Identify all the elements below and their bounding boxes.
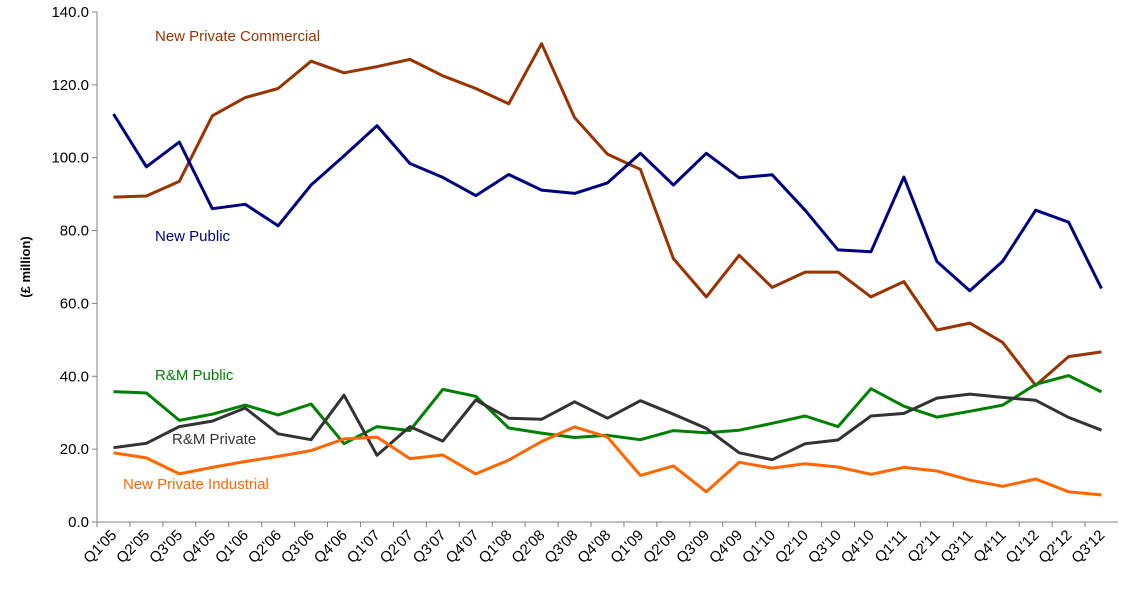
x-tick-label: Q3'10: [805, 527, 845, 567]
series-line: [113, 392, 1103, 462]
y-tick-label: 120.0: [51, 77, 89, 94]
series-line: [113, 374, 1103, 446]
x-tick-label: Q1'10: [739, 527, 779, 567]
x-tick-label: Q4'07: [443, 527, 483, 567]
y-tick-label: 20.0: [60, 441, 89, 458]
series-line: [112, 113, 1103, 293]
x-tick-label: Q3'11: [937, 527, 976, 566]
x-tick-label: Q4'11: [970, 527, 1009, 566]
x-tick-label: Q4'08: [574, 527, 614, 567]
y-tick-label: 40.0: [60, 368, 89, 385]
y-tick-label: 100.0: [51, 150, 89, 167]
x-tick-label: Q1'05: [80, 527, 120, 567]
y-tick-label: 80.0: [60, 223, 89, 240]
x-tick-label: Q2'09: [640, 527, 680, 567]
x-tick-label: Q1'07: [344, 527, 384, 567]
x-tick-label: Q3'06: [278, 527, 318, 567]
x-tick-label: Q1'06: [212, 527, 252, 567]
x-tick-label: Q2'10: [772, 527, 812, 567]
x-tick-label: Q2'06: [245, 527, 285, 567]
x-tick-label: Q3'08: [541, 527, 581, 567]
y-tick-label: 60.0: [60, 295, 89, 312]
x-tick-label: Q3'09: [673, 527, 713, 567]
x-tick-label: Q1'12: [1002, 527, 1042, 567]
series-label: R&M Private: [172, 431, 256, 448]
x-tick-label: Q2'12: [1035, 527, 1075, 567]
x-tick-label: Q3'07: [410, 527, 450, 567]
x-tick-label: Q4'09: [706, 527, 746, 567]
x-tick-label: Q2'07: [377, 527, 417, 567]
series-label: New Public: [155, 228, 231, 245]
x-tick-label: Q3'12: [1068, 527, 1108, 567]
series-line: [113, 425, 1102, 497]
y-tick-label: 0.0: [68, 514, 89, 531]
series-label: New Private Industrial: [123, 476, 269, 493]
x-tick-label: Q1'11: [872, 527, 911, 566]
x-tick-label: Q1'08: [476, 527, 516, 567]
x-tick-label: Q1'09: [607, 527, 647, 567]
x-tick-label: Q4'06: [311, 527, 351, 567]
x-tick-label: Q4'10: [838, 527, 878, 567]
y-tick-label: 140.0: [51, 4, 89, 21]
series-label: R&M Public: [155, 367, 234, 384]
x-tick-label: Q2'11: [904, 527, 943, 566]
x-tick-label: Q2'05: [113, 527, 153, 567]
series-label: New Private Commercial: [155, 28, 320, 45]
x-tick-label: Q4'05: [179, 527, 219, 567]
x-tick-label: Q2'08: [508, 527, 548, 567]
x-tick-label: Q3'05: [146, 527, 186, 567]
series-line: [113, 42, 1102, 387]
y-axis-label: (£ million): [18, 236, 33, 297]
